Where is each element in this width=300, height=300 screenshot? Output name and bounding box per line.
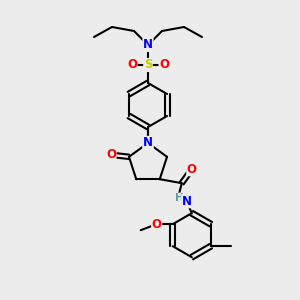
Text: N: N <box>143 136 153 149</box>
Text: O: O <box>187 163 197 176</box>
Text: O: O <box>152 218 162 231</box>
Text: O: O <box>127 58 137 71</box>
Text: O: O <box>159 58 169 71</box>
Text: H: H <box>176 193 184 203</box>
Text: N: N <box>143 136 153 149</box>
Text: S: S <box>144 58 152 71</box>
Text: O: O <box>106 148 116 161</box>
Text: N: N <box>182 195 192 208</box>
Text: N: N <box>143 38 153 52</box>
